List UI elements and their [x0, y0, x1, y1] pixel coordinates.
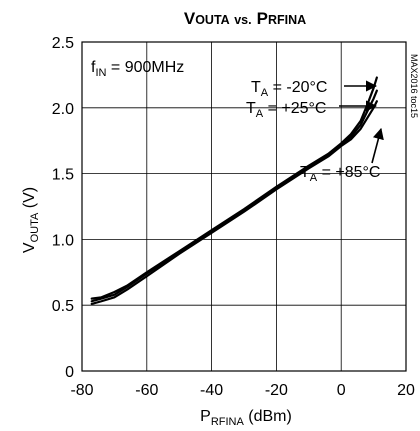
- grid: [82, 42, 406, 371]
- tick-labels: -80 -60 -40 -20 0 20 0 0.5 1.0 1.5 2.0 2.5: [52, 35, 415, 399]
- y-axis-unit: (V): [21, 187, 38, 213]
- title-rfina: RFINA: [268, 13, 306, 27]
- condition-rest: = 900MHz: [106, 59, 184, 76]
- x-axis-sub: RFINA: [211, 416, 245, 428]
- x-tick-label: 20: [397, 382, 415, 399]
- y-tick-label: 0.5: [52, 298, 74, 315]
- x-tick-label: 0: [337, 382, 346, 399]
- label-plus25-t: T: [246, 100, 256, 117]
- title-v: V: [184, 9, 196, 28]
- label-plus25-rest: = +25°C: [263, 100, 326, 117]
- label-minus20-t: T: [251, 79, 261, 96]
- series-line-plus25: [90, 89, 378, 303]
- series-line-minus20: [90, 76, 378, 300]
- plot-frame: [81, 41, 407, 372]
- series-line-plus85: [90, 100, 378, 305]
- y-tick-label: 1.0: [52, 232, 74, 249]
- label-minus20: TA = -20°C: [251, 79, 327, 99]
- x-tick-label: -40: [200, 382, 223, 399]
- y-tick-label: 2.0: [52, 101, 74, 118]
- y-axis-title: VOUTA (V): [21, 187, 41, 253]
- label-plus25: TA = +25°C: [246, 100, 326, 120]
- label-minus20-sub: A: [261, 87, 269, 99]
- x-axis-unit: (dBm): [244, 408, 292, 425]
- label-plus85: TA = +85°C: [300, 164, 380, 184]
- y-axis-v: V: [21, 242, 38, 253]
- series-layer: [90, 76, 378, 305]
- title-outa: OUTA: [195, 13, 229, 27]
- label-plus85-t: T: [300, 164, 310, 181]
- x-axis-title: PRFINA (dBm): [200, 408, 292, 428]
- y-tick-label: 1.5: [52, 167, 74, 184]
- arrow-plus85: [371, 127, 384, 164]
- x-tick-label: -80: [70, 382, 93, 399]
- condition-f: f: [91, 59, 96, 76]
- condition-label: fIN = 900MHz: [91, 59, 184, 79]
- y-tick-label: 0: [65, 364, 74, 381]
- title-vs: vs.: [234, 13, 251, 27]
- label-minus20-rest: = -20°C: [268, 79, 327, 96]
- y-axis-sub: OUTA: [29, 212, 41, 242]
- label-plus85-sub: A: [310, 172, 318, 184]
- label-plus25-sub: A: [256, 108, 264, 120]
- title-p: P: [257, 9, 268, 28]
- condition-sub: IN: [95, 67, 106, 79]
- x-tick-label: -20: [265, 382, 288, 399]
- label-plus85-rest: = +85°C: [317, 164, 380, 181]
- chart-title: VOUTA vs. PRFINA: [184, 9, 306, 28]
- x-tick-label: -60: [135, 382, 158, 399]
- y-tick-label: 2.5: [52, 35, 74, 52]
- code-label: MAX2016 toc15: [409, 54, 419, 118]
- x-axis-p: P: [200, 408, 211, 425]
